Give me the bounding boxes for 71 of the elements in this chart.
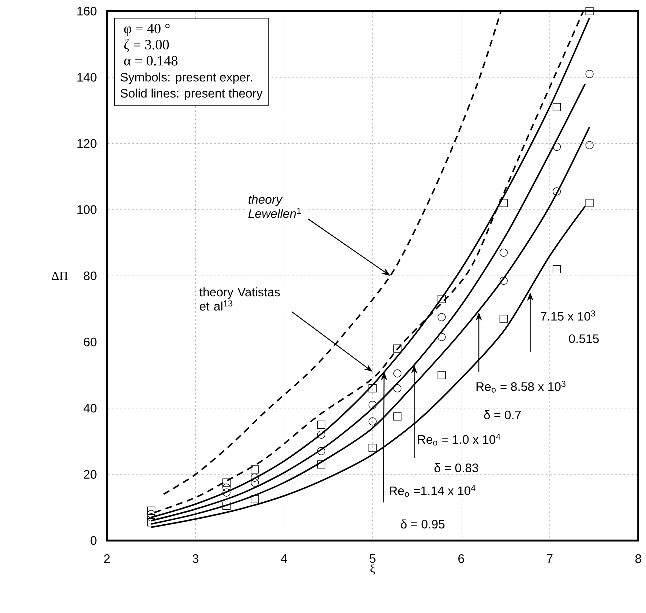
x-tick-label: 7 <box>547 554 553 564</box>
point <box>586 7 594 16</box>
point <box>222 502 231 510</box>
annotation: δ = 0.95 <box>401 520 445 529</box>
x-tick-label: 6 <box>458 554 464 564</box>
annotation: Re$_{o}$ = 8.58 x 10$^{3}$ <box>476 381 566 393</box>
point <box>500 315 508 324</box>
point <box>368 401 377 410</box>
point <box>147 506 156 516</box>
point <box>552 265 562 274</box>
x-tick-label: 8 <box>636 554 642 564</box>
annotation: δ = 0.83 <box>434 464 478 473</box>
point <box>368 384 377 393</box>
point <box>222 484 231 492</box>
point <box>147 518 156 527</box>
point <box>317 460 326 469</box>
x-tick-label: 5 <box>370 554 376 564</box>
point <box>147 510 156 518</box>
y-tick-label: 40 <box>84 404 97 413</box>
y-tick-label: 20 <box>84 470 97 480</box>
point <box>394 384 402 393</box>
point <box>586 141 594 150</box>
annotation: φ = 40 ° <box>124 24 170 37</box>
annotation: ζ = 3.00 <box>124 40 170 52</box>
point <box>586 70 594 78</box>
y-tick-label: 100 <box>78 206 97 214</box>
point <box>251 474 260 482</box>
point <box>552 188 562 196</box>
point <box>317 447 326 456</box>
annotation: theory Lewellen$^{1}$ <box>248 195 302 218</box>
x-axis-title: ξ <box>370 564 376 575</box>
y-tick-label: 160 <box>78 7 97 16</box>
point <box>500 199 508 208</box>
point <box>394 344 402 353</box>
x-tick-label: 2 <box>104 554 110 564</box>
point <box>552 103 562 112</box>
point <box>368 444 377 452</box>
point <box>317 420 326 430</box>
annotation: Solid lines: present theory <box>120 88 263 100</box>
annotation: Symbols: present exper. <box>120 72 252 84</box>
point <box>317 430 326 440</box>
annotation: δ = 0.7 <box>484 410 522 420</box>
point <box>438 333 446 342</box>
annotation: Re$_{o}$ = 1.0 x 10$^{4}$ <box>418 434 501 446</box>
x-tick-label: 3 <box>192 554 199 564</box>
point <box>438 295 446 304</box>
point <box>500 277 508 286</box>
annotation: 0.515 <box>569 334 600 344</box>
annotation: theory Vatistas et al$^{13}$ <box>200 288 280 311</box>
y-tick-label: 140 <box>78 73 97 82</box>
point <box>552 143 562 152</box>
point <box>368 418 377 426</box>
y-tick-label: 120 <box>78 139 97 148</box>
x-tick-label: 4 <box>281 554 288 564</box>
annotation: 7.15 x 10$^{3}$ <box>541 310 596 321</box>
point <box>251 478 260 487</box>
point <box>394 412 402 421</box>
annotation: α = 0.148 <box>124 56 178 66</box>
y-tick-label: 60 <box>84 338 97 347</box>
point <box>394 370 402 378</box>
point <box>500 248 508 258</box>
y-axis-title: ΔΠ <box>52 272 68 280</box>
point <box>251 466 260 474</box>
point <box>438 371 446 380</box>
point <box>438 313 446 322</box>
point <box>222 478 231 487</box>
annotation: Re$_{o}$ =1.14 x 10$^{4}$ <box>390 485 476 498</box>
point <box>251 495 260 504</box>
y-tick-label: 80 <box>84 272 97 280</box>
y-tick-label: 0 <box>90 536 97 546</box>
point <box>222 488 231 497</box>
